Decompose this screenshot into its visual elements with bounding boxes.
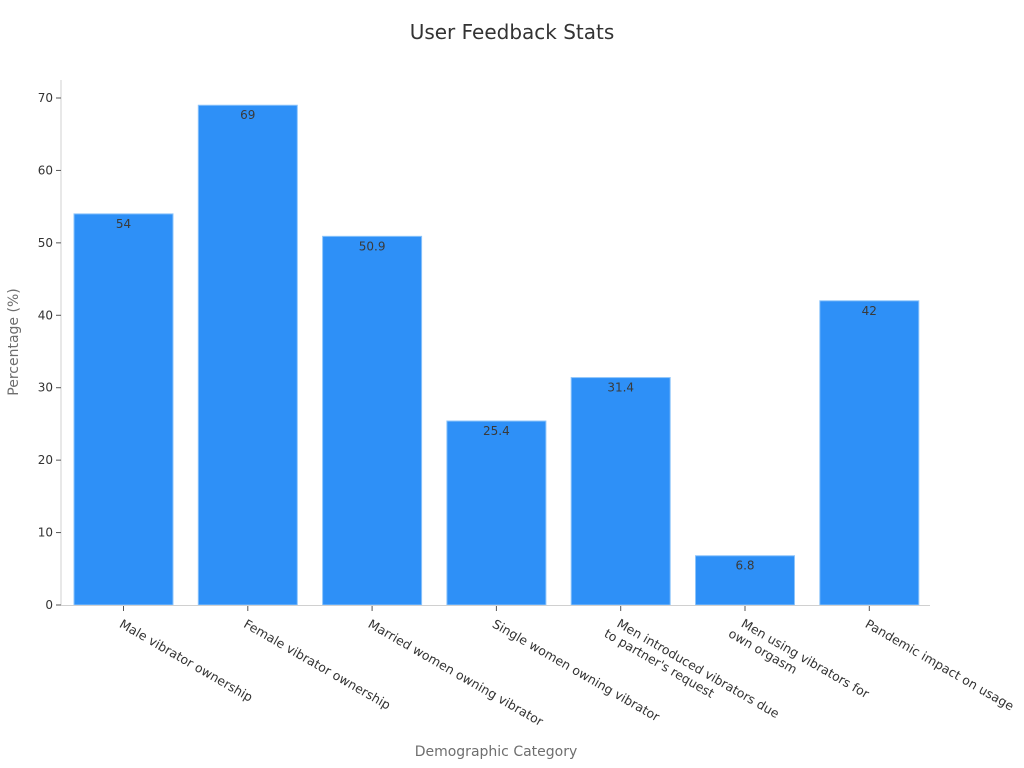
bar[interactable]	[73, 213, 174, 606]
x-category-label: Pandemic impact on usage	[863, 616, 1017, 714]
x-axis-title: Demographic Category	[415, 744, 578, 760]
bar-value-label: 54	[116, 217, 131, 231]
bar-value-label: 25.4	[483, 424, 510, 438]
bar[interactable]	[446, 420, 547, 606]
bar-value-label: 69	[240, 108, 255, 122]
y-tick-label: 70	[38, 91, 53, 105]
bar[interactable]	[819, 300, 920, 606]
y-tick-label: 60	[38, 163, 53, 177]
y-tick-label: 0	[45, 598, 53, 612]
bar-value-label: 31.4	[607, 381, 634, 395]
x-category-label: Male vibrator ownership	[117, 616, 256, 705]
bars-group: 54 69 50.9 25.4 31.4 6.8 42	[73, 104, 920, 606]
y-tick-label: 10	[38, 526, 53, 540]
y-axis-title: Percentage (%)	[6, 288, 22, 395]
chart-title: User Feedback Stats	[409, 20, 615, 44]
bar[interactable]	[570, 377, 671, 606]
bar-value-label: 6.8	[735, 559, 754, 573]
y-tick-label: 20	[38, 453, 53, 467]
x-category-label-line: Pandemic impact on usage	[863, 616, 1017, 714]
bar[interactable]	[197, 104, 298, 606]
x-category-label-line: Men using vibrators for	[739, 616, 873, 702]
bar[interactable]	[322, 235, 423, 606]
y-tick-label: 50	[38, 236, 53, 250]
y-axis: 0 10 20 30 40 50 60 70	[38, 80, 62, 612]
y-tick-label: 40	[38, 308, 53, 322]
bar-value-label: 42	[862, 304, 877, 318]
x-category-label-line: Male vibrator ownership	[117, 616, 256, 705]
bar[interactable]	[695, 555, 795, 606]
y-tick-label: 30	[38, 381, 53, 395]
bar-value-label: 50.9	[359, 239, 386, 253]
